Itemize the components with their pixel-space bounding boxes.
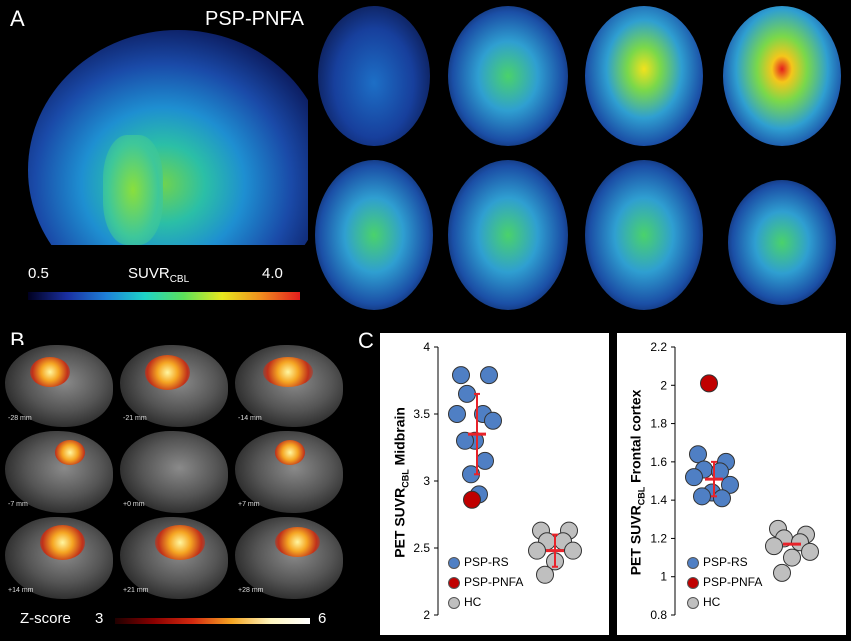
legend-item-psp-pnfa: PSP-PNFA bbox=[448, 575, 523, 589]
legend-item-hc: HC bbox=[687, 595, 720, 609]
slice-label: +0 mm bbox=[123, 501, 145, 508]
data-point bbox=[528, 541, 546, 560]
legend-item-psp-rs: PSP-RS bbox=[687, 555, 748, 569]
activation-blob bbox=[30, 357, 70, 387]
data-point bbox=[685, 468, 703, 487]
legend-label-hc: HC bbox=[464, 595, 482, 609]
y-tick-label: 1.6 bbox=[650, 455, 667, 469]
y-tick-label: 2 bbox=[423, 608, 430, 622]
panel-a-letter: A bbox=[10, 6, 25, 31]
legend-swatch-psp-pnfa bbox=[448, 576, 460, 589]
activation-blob bbox=[155, 525, 205, 560]
axial-pet-slice bbox=[315, 160, 433, 310]
legend-swatch-psp-rs bbox=[687, 556, 699, 569]
legend-label-psp-rs: PSP-RS bbox=[703, 555, 748, 569]
legend-label-hc: HC bbox=[703, 595, 721, 609]
activation-blob bbox=[263, 357, 313, 387]
legend-item-psp-pnfa: PSP-PNFA bbox=[687, 575, 762, 589]
y-tick-label: 1 bbox=[660, 570, 667, 584]
data-point bbox=[484, 411, 502, 430]
zscore-label: Z-score bbox=[20, 610, 71, 627]
y-tick-label: 2.5 bbox=[413, 541, 430, 555]
frontal-chart: 0.8 1 1.2 1.4 1.6 1.8 2 2.2 bbox=[650, 340, 819, 622]
mri-grid: -28 mm -21 mm -14 mm -7 mm +0 mm +7 mm +… bbox=[5, 345, 345, 600]
axial-pet-slice bbox=[448, 160, 568, 310]
y-tick-label: 0.8 bbox=[650, 608, 667, 622]
data-point bbox=[689, 445, 707, 464]
colorbar-title-main: SUVR bbox=[128, 265, 170, 282]
axial-pet-slice bbox=[318, 6, 430, 146]
activation-blob bbox=[55, 440, 85, 465]
colorbar-min-label: 0.5 bbox=[28, 265, 49, 282]
y-tick-label: 4 bbox=[423, 340, 430, 354]
slice-label: -14 mm bbox=[238, 415, 262, 422]
legend-swatch-psp-pnfa bbox=[687, 576, 699, 589]
mri-slice bbox=[120, 431, 228, 513]
data-point bbox=[458, 384, 476, 403]
slice-label: +28 mm bbox=[238, 587, 264, 594]
legend-item-psp-rs: PSP-RS bbox=[448, 555, 509, 569]
legend-item-hc: HC bbox=[448, 595, 481, 609]
frontal-plot-panel: PET SUVRCBL Frontal cortex 0.8 1 1.2 1.4 1.6… bbox=[617, 333, 846, 635]
slice-label: +7 mm bbox=[238, 501, 260, 508]
activation-blob bbox=[145, 355, 190, 390]
slice-label: +14 mm bbox=[8, 587, 34, 594]
data-point bbox=[476, 451, 494, 470]
sagittal-pet-image bbox=[8, 20, 308, 245]
data-point bbox=[452, 366, 470, 385]
suvr-colorbar bbox=[28, 292, 300, 300]
legend-swatch-psp-rs bbox=[448, 556, 460, 569]
y-tick-label: 1.2 bbox=[650, 531, 667, 545]
legend-swatch-hc bbox=[687, 596, 699, 609]
axial-pet-slice bbox=[585, 160, 703, 310]
legend-label-psp-pnfa: PSP-PNFA bbox=[464, 575, 524, 589]
data-point bbox=[765, 537, 783, 556]
colorbar-title: SUVRCBL bbox=[128, 265, 189, 285]
midbrain-chart: 2 2.5 3 3.5 4 bbox=[413, 340, 582, 622]
zscore-max: 6 bbox=[318, 610, 327, 627]
slice-label: -28 mm bbox=[8, 415, 32, 422]
panel-c-letter: C bbox=[358, 328, 374, 353]
slice-label: -7 mm bbox=[8, 501, 28, 508]
activation-blob bbox=[40, 525, 85, 560]
activation-blob bbox=[275, 527, 320, 557]
data-point bbox=[721, 475, 739, 494]
axial-pet-slice bbox=[448, 6, 568, 146]
y-tick-label: 3 bbox=[423, 474, 430, 488]
activation-blob bbox=[275, 440, 305, 465]
axial-pet-slice bbox=[728, 180, 836, 305]
legend-label-psp-rs: PSP-RS bbox=[464, 555, 509, 569]
zscore-min: 3 bbox=[95, 610, 104, 627]
data-point bbox=[693, 487, 711, 506]
zscore-colorbar bbox=[115, 618, 310, 624]
data-point bbox=[700, 374, 718, 393]
data-point bbox=[713, 489, 731, 508]
data-point bbox=[801, 542, 819, 561]
data-point bbox=[448, 405, 466, 423]
data-point bbox=[564, 541, 582, 560]
y-tick-label: 2.2 bbox=[650, 340, 667, 354]
data-point bbox=[783, 548, 801, 567]
axial-pet-slice bbox=[723, 6, 841, 146]
y-tick-label: 2 bbox=[660, 378, 667, 392]
colorbar-max-label: 4.0 bbox=[262, 265, 283, 282]
slice-label: +21 mm bbox=[123, 587, 149, 594]
axial-pet-slice bbox=[585, 6, 703, 146]
slice-label: -21 mm bbox=[123, 415, 147, 422]
midbrain-plot-panel: PET SUVRCBL Midbrain 2 2.5 3 3.5 4 PSP-RS PS… bbox=[380, 333, 609, 635]
y-tick-label: 1.8 bbox=[650, 417, 667, 431]
y-tick-label: 3.5 bbox=[413, 407, 430, 421]
legend-label-psp-pnfa: PSP-PNFA bbox=[703, 575, 763, 589]
data-point bbox=[463, 490, 481, 509]
data-point bbox=[536, 565, 554, 584]
data-point bbox=[456, 431, 474, 450]
colorbar-title-sub: CBL bbox=[169, 274, 190, 285]
legend-swatch-hc bbox=[448, 596, 460, 609]
data-point bbox=[480, 366, 498, 385]
y-tick-label: 1.4 bbox=[650, 493, 667, 507]
panel-a-title: PSP-PNFA bbox=[205, 8, 304, 30]
data-point bbox=[773, 563, 791, 582]
